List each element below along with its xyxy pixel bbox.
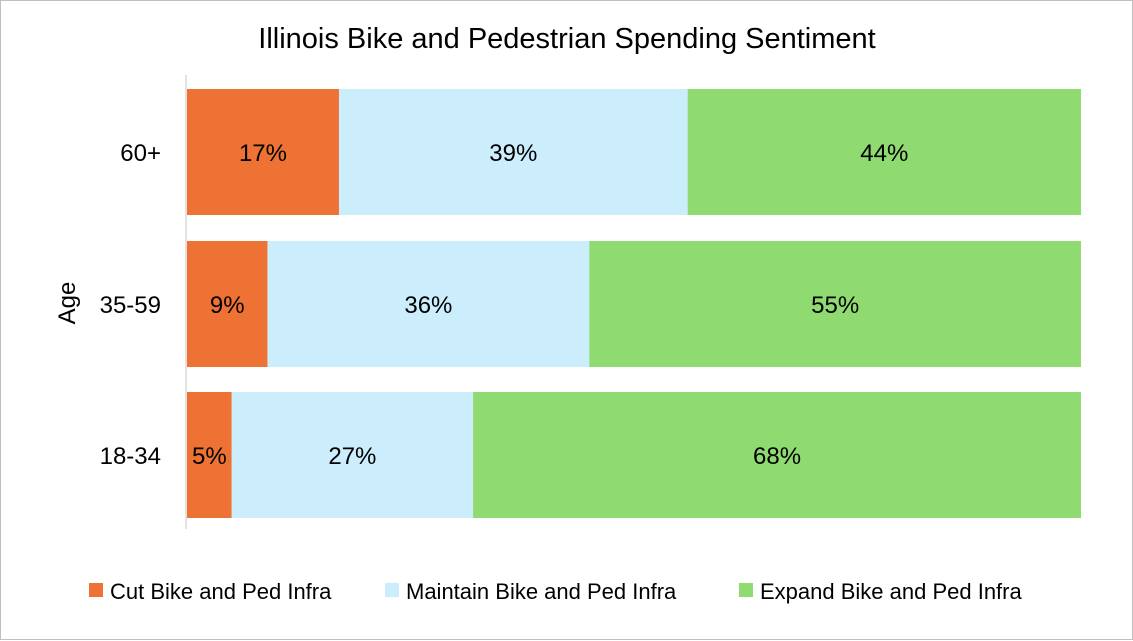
data-label-35-59-series-2: 36% (404, 292, 452, 319)
bars-group: 17% 39% 44% 9% 36% 55% 5% 27% 68% (187, 89, 1082, 518)
data-label-18-34-series-1: 5% (192, 443, 227, 470)
chart-title: Illinois Bike and Pedestrian Spending Se… (258, 23, 875, 55)
legend-label-series-2: Maintain Bike and Ped Infra (406, 579, 677, 604)
legend-swatch-series-2 (385, 583, 399, 597)
category-label-18-34: 18-34 (100, 443, 161, 470)
category-label-35-59: 35-59 (100, 292, 161, 319)
data-label-18-34-series-2: 27% (328, 443, 376, 470)
data-label-35-59-series-1: 9% (210, 292, 245, 319)
category-labels: 60+ 35-59 18-34 (100, 140, 161, 470)
legend-label-series-3: Expand Bike and Ped Infra (760, 579, 1022, 604)
bar-18-34-series-2 (231, 392, 474, 518)
legend-label-series-1: Cut Bike and Ped Infra (110, 579, 332, 604)
bar-60+-series-3 (687, 89, 1081, 215)
bar-35-59-series-1 (187, 241, 268, 367)
category-label-60+: 60+ (120, 140, 161, 167)
bar-35-59-series-2 (267, 241, 590, 367)
data-label-60+-series-1: 17% (239, 140, 287, 167)
data-label-60+-series-2: 39% (489, 140, 537, 167)
legend-swatch-series-1 (89, 583, 103, 597)
y-axis-title: Age (54, 282, 81, 325)
bar-18-34-series-1 (187, 392, 232, 518)
data-label-18-34-series-3: 68% (753, 443, 801, 470)
legend-swatch-series-3 (739, 583, 753, 597)
bar-35-59-series-3 (589, 241, 1081, 367)
legend: Cut Bike and Ped Infra Maintain Bike and … (89, 579, 1022, 604)
bar-18-34-series-3 (473, 392, 1082, 518)
data-label-35-59-series-3: 55% (811, 292, 859, 319)
bar-60+-series-2 (338, 89, 688, 215)
bar-60+-series-1 (187, 89, 339, 215)
data-label-60+-series-3: 44% (860, 140, 908, 167)
